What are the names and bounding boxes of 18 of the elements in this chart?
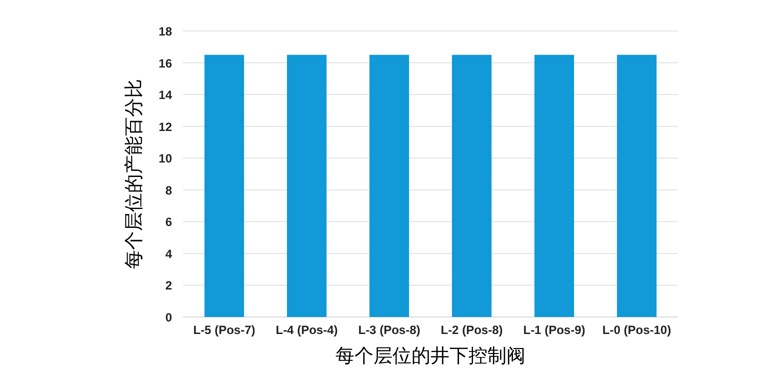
x-tick-label: L-5 (Pos-7) [193, 323, 256, 337]
y-tick-label: 10 [158, 152, 172, 166]
y-tick-label: 16 [158, 56, 172, 70]
y-tick-label: 6 [165, 215, 172, 230]
y-tick-label: 2 [165, 278, 172, 293]
x-tick-label: L-0 (Pos-10) [602, 323, 672, 337]
x-tick-label: L-2 (Pos-8) [440, 323, 503, 337]
y-tick-label: 14 [158, 88, 172, 102]
y-tick-label: 4 [165, 246, 172, 261]
y-tick-label: 0 [165, 310, 172, 324]
y-tick-label: 18 [158, 24, 172, 38]
x-tick-label: L-4 (Pos-4) [276, 323, 338, 337]
x-tick-label: L-3 (Pos-8) [358, 323, 420, 337]
x-axis-title: 每个层位的井下控制阀 [336, 345, 526, 367]
y-tick-label: 12 [158, 120, 172, 134]
y-axis-title: 每个层位的产能百分比 [123, 79, 145, 269]
x-tick-label: L-1 (Pos-9) [523, 323, 586, 337]
y-tick-label: 8 [165, 183, 172, 198]
